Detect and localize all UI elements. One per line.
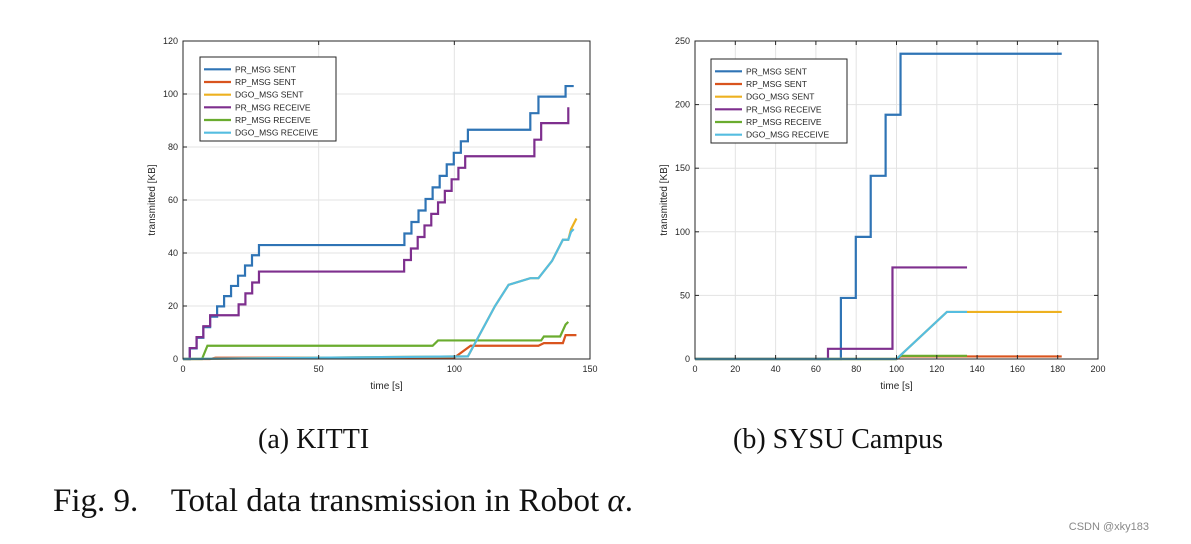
x-tick-label: 140: [970, 364, 985, 374]
series-line-rp-msg-receive: [183, 321, 570, 361]
y-axis-label: transmitted [KB]: [147, 164, 158, 235]
subcaption-kitti: (a) KITTI: [258, 424, 370, 455]
y-tick-label: 50: [680, 290, 690, 300]
x-axis-label: time [s]: [370, 381, 402, 392]
x-tick-label: 40: [771, 364, 781, 374]
x-tick-label: 180: [1050, 364, 1065, 374]
y-tick-label: 40: [168, 248, 178, 258]
legend-label-rp-msg-receive: RP_MSG RECEIVE: [235, 115, 311, 125]
legend-box: [710, 58, 848, 144]
x-axis-label: time [s]: [880, 381, 912, 392]
y-tick-label: 100: [163, 89, 178, 99]
x-tick-label: 160: [1010, 364, 1025, 374]
y-axis-label: transmitted [KB]: [659, 164, 670, 235]
figure-caption-end: .: [624, 483, 633, 519]
figure-caption-symbol: α: [607, 483, 625, 519]
x-tick-label: 100: [447, 364, 462, 374]
x-tick-label: 200: [1090, 364, 1105, 374]
series-line-pr-msg-sent: [183, 84, 574, 361]
x-tick-label: 0: [180, 364, 185, 374]
y-tick-label: 60: [168, 195, 178, 205]
legend-label-rp-msg-receive: RP_MSG RECEIVE: [746, 117, 822, 127]
legend-label-pr-msg-sent: PR_MSG SENT: [746, 66, 807, 76]
legend-label-dgo-msg-receive: DGO_MSG RECEIVE: [235, 128, 318, 138]
x-tick-label: 80: [851, 364, 861, 374]
legend-label-rp-msg-sent: RP_MSG SENT: [235, 77, 296, 87]
legend-label-pr-msg-receive: PR_MSG RECEIVE: [235, 102, 311, 112]
x-tick-label: 100: [889, 364, 904, 374]
watermark: CSDN @xky183: [1068, 521, 1149, 533]
legend-label-dgo-msg-sent: DGO_MSG SENT: [746, 92, 814, 102]
y-tick-label: 0: [173, 354, 178, 364]
legend-label-rp-msg-sent: RP_MSG SENT: [746, 79, 807, 89]
y-tick-label: 0: [685, 354, 690, 364]
y-tick-label: 20: [168, 301, 178, 311]
figure-caption-text: Total data transmission in Robot: [170, 483, 608, 519]
legend-label-dgo-msg-receive: DGO_MSG RECEIVE: [746, 130, 829, 140]
legend-box: [199, 56, 337, 142]
legend: PR_MSG SENT RP_MSG SENT DGO_MSG SENT PR_MSG…: [710, 58, 848, 144]
series-line-dgo-msg-receive: [182, 228, 575, 361]
figure-caption: Fig. 9. Total data transmission in Robot…: [53, 483, 633, 520]
legend-label-pr-msg-sent: PR_MSG SENT: [235, 64, 296, 74]
y-tick-label: 200: [675, 100, 690, 110]
legend-label-dgo-msg-sent: DGO_MSG SENT: [235, 90, 303, 100]
legend: PR_MSG SENT RP_MSG SENT DGO_MSG SENT PR_MSG…: [199, 56, 337, 142]
chart-sysu-campus: 0 20 40 60 80 100 120 140 160 180 200 0 50 100 150 200 2…: [659, 36, 1106, 392]
chart-kitti: 0 50 100 150 0 20 40 60 80 100 120 time [s] transmit…: [147, 36, 598, 392]
figure-caption-label: Fig. 9.: [53, 483, 139, 519]
series-line-pr-msg-receive: [183, 107, 570, 361]
y-tick-label: 150: [675, 163, 690, 173]
x-tick-label: 150: [582, 364, 597, 374]
subcaption-sysu-campus: (b) SYSU Campus: [733, 424, 944, 455]
x-tick-label: 20: [730, 364, 740, 374]
x-tick-label: 50: [314, 364, 324, 374]
y-tick-label: 120: [163, 36, 178, 46]
y-tick-label: 80: [168, 142, 178, 152]
x-tick-label: 120: [929, 364, 944, 374]
x-tick-label: 60: [811, 364, 821, 374]
legend-label-pr-msg-receive: PR_MSG RECEIVE: [746, 104, 822, 114]
x-tick-label: 0: [692, 364, 697, 374]
y-tick-label: 100: [675, 227, 690, 237]
y-tick-label: 250: [675, 36, 690, 46]
